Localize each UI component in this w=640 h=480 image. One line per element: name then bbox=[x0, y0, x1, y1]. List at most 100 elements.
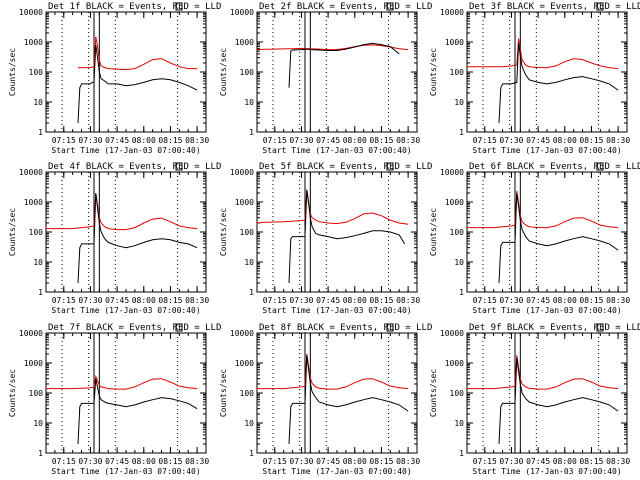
y-tick-label: 1 bbox=[459, 128, 464, 137]
chart-panel-5: Det 5f BLACK = Events, RED = LLD 1 10 100 10… bbox=[219, 162, 432, 315]
x-tick-label: 07:30 bbox=[78, 296, 102, 305]
x-axis-label: Start Time (17-Jan-03 07:00:40) bbox=[472, 306, 621, 315]
y-axis-label: Counts/sec bbox=[219, 48, 228, 96]
series-line-lld bbox=[46, 193, 198, 231]
x-tick-label: 07:30 bbox=[499, 136, 523, 145]
x-axis-label: Start Time (17-Jan-03 07:00:40) bbox=[472, 146, 621, 155]
chart-title: Det 6f BLACK = Events, RED = LLD bbox=[469, 162, 640, 172]
plot-frame bbox=[45, 11, 207, 133]
chart-panel-2: Det 2f BLACK = Events, RED = LLD 1 10 100 10… bbox=[219, 2, 432, 155]
y-tick-label: 10 bbox=[33, 258, 43, 267]
y-tick-label: 10 bbox=[454, 98, 464, 107]
x-tick-label: 08:15 bbox=[158, 136, 182, 145]
legend-box bbox=[596, 2, 604, 11]
x-axis-label: Start Time (17-Jan-03 07:00:40) bbox=[51, 306, 200, 315]
x-tick-label: 08:30 bbox=[396, 296, 420, 305]
y-tick-label: 10 bbox=[244, 98, 254, 107]
y-tick-label: 1000 bbox=[24, 359, 43, 368]
y-tick-label: 1 bbox=[459, 288, 464, 297]
x-tick-label: 08:15 bbox=[579, 457, 603, 466]
x-tick-label: 07:45 bbox=[105, 296, 129, 305]
series-line-lld bbox=[257, 353, 409, 390]
x-tick-label: 08:30 bbox=[185, 296, 209, 305]
legend-box bbox=[175, 323, 183, 332]
x-axis-label: Start Time (17-Jan-03 07:00:40) bbox=[51, 467, 200, 476]
x-tick-label: 08:00 bbox=[132, 136, 156, 145]
x-tick-label: 08:30 bbox=[606, 136, 630, 145]
x-tick-label: 07:30 bbox=[499, 457, 523, 466]
chart-panel-9: Det 9f BLACK = Events, RED = LLD 1 10 100 10… bbox=[429, 323, 640, 476]
legend-box bbox=[386, 162, 394, 171]
y-tick-label: 10 bbox=[454, 258, 464, 267]
x-tick-label: 08:00 bbox=[343, 296, 367, 305]
chart-title: Det 1f BLACK = Events, RED = LLD bbox=[48, 2, 221, 12]
chart-title: Det 8f BLACK = Events, RED = LLD bbox=[259, 323, 432, 333]
plot-frame bbox=[256, 332, 418, 454]
x-tick-label: 07:30 bbox=[78, 457, 102, 466]
legend-box bbox=[596, 162, 604, 171]
y-tick-label: 1 bbox=[249, 128, 254, 137]
plot-frame bbox=[45, 171, 207, 293]
series-line-lld bbox=[46, 374, 198, 390]
y-tick-label: 10000 bbox=[230, 329, 254, 338]
series-line-events bbox=[288, 355, 409, 445]
y-axis-label: Counts/sec bbox=[8, 48, 17, 96]
chart-title: Det 2f BLACK = Events, RED = LLD bbox=[259, 2, 432, 12]
x-tick-label: 08:30 bbox=[396, 136, 420, 145]
x-tick-label: 08:00 bbox=[553, 296, 577, 305]
x-tick-label: 07:45 bbox=[316, 296, 340, 305]
chart-title: Det 5f BLACK = Events, RED = LLD bbox=[259, 162, 432, 172]
x-tick-label: 07:45 bbox=[526, 457, 550, 466]
y-tick-label: 100 bbox=[29, 389, 44, 398]
y-tick-label: 10000 bbox=[19, 168, 43, 177]
y-tick-label: 1 bbox=[459, 449, 464, 458]
plot-frame bbox=[466, 332, 628, 454]
y-axis-label: Counts/sec bbox=[219, 369, 228, 417]
plot-frame bbox=[466, 11, 628, 133]
x-tick-label: 08:30 bbox=[606, 457, 630, 466]
x-tick-label: 08:15 bbox=[579, 136, 603, 145]
x-tick-label: 08:30 bbox=[606, 296, 630, 305]
y-tick-label: 10000 bbox=[230, 168, 254, 177]
x-tick-label: 08:00 bbox=[343, 136, 367, 145]
x-tick-label: 07:45 bbox=[316, 136, 340, 145]
x-tick-label: 07:15 bbox=[473, 296, 497, 305]
chart-panel-4: Det 4f BLACK = Events, RED = LLD 1 10 100 10… bbox=[8, 162, 221, 315]
x-tick-label: 08:15 bbox=[369, 296, 393, 305]
y-tick-label: 10000 bbox=[19, 8, 43, 17]
series-line-lld bbox=[256, 44, 409, 51]
y-axis-label: Counts/sec bbox=[8, 369, 17, 417]
y-tick-label: 10 bbox=[244, 258, 254, 267]
chart-panel-7: Det 7f BLACK = Events, RED = LLD 1 10 100 10… bbox=[8, 323, 221, 476]
y-tick-label: 10 bbox=[33, 419, 43, 428]
y-tick-label: 1000 bbox=[24, 198, 43, 207]
series-line-events bbox=[498, 357, 619, 445]
series-line-events bbox=[498, 192, 619, 284]
series-line-events bbox=[288, 42, 400, 88]
series-line-events bbox=[77, 378, 198, 445]
y-tick-label: 1 bbox=[38, 288, 43, 297]
x-tick-label: 08:15 bbox=[158, 457, 182, 466]
x-tick-label: 07:15 bbox=[473, 457, 497, 466]
y-tick-label: 100 bbox=[240, 68, 255, 77]
y-tick-label: 100 bbox=[240, 389, 255, 398]
chart-panel-8: Det 8f BLACK = Events, RED = LLD 1 10 100 10… bbox=[219, 323, 432, 476]
x-tick-label: 08:30 bbox=[185, 457, 209, 466]
y-tick-label: 100 bbox=[240, 228, 255, 237]
plot-frame bbox=[466, 171, 628, 293]
series-line-lld bbox=[467, 191, 619, 229]
legend-box bbox=[386, 323, 394, 332]
x-axis-label: Start Time (17-Jan-03 07:00:40) bbox=[262, 146, 411, 155]
chart-title: Det 3f BLACK = Events, RED = LLD bbox=[469, 2, 640, 12]
y-axis-label: Counts/sec bbox=[219, 208, 228, 256]
x-tick-label: 08:00 bbox=[343, 457, 367, 466]
y-tick-label: 1000 bbox=[445, 38, 464, 47]
y-axis-label: Counts/sec bbox=[429, 208, 438, 256]
y-tick-label: 10000 bbox=[230, 8, 254, 17]
y-tick-label: 10 bbox=[454, 419, 464, 428]
y-tick-label: 10000 bbox=[19, 329, 43, 338]
series-line-events bbox=[77, 44, 198, 124]
x-tick-label: 07:15 bbox=[263, 296, 287, 305]
x-axis-label: Start Time (17-Jan-03 07:00:40) bbox=[472, 467, 621, 476]
legend-box bbox=[175, 2, 183, 11]
